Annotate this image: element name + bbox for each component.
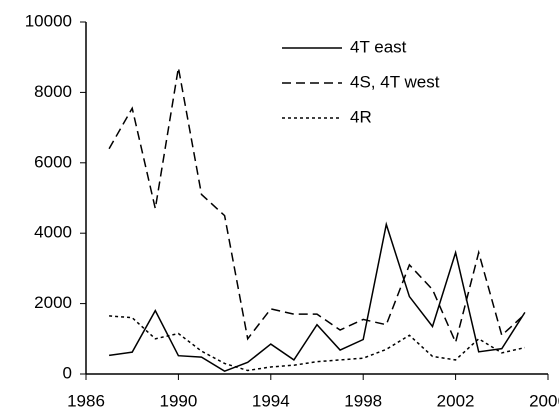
x-tick-label: 2006 xyxy=(529,391,559,410)
x-tick-label: 1998 xyxy=(344,391,382,410)
legend-label: 4R xyxy=(350,107,372,126)
y-tick-label: 4000 xyxy=(34,223,72,242)
y-tick-label: 10000 xyxy=(25,11,72,30)
x-tick-label: 1994 xyxy=(252,391,290,410)
y-tick-label: 2000 xyxy=(34,293,72,312)
legend-label: 4T east xyxy=(350,37,407,56)
x-tick-label: 1990 xyxy=(159,391,197,410)
series-line xyxy=(108,221,526,373)
legend-label: 4S, 4T west xyxy=(350,72,440,91)
y-tick-label: 0 xyxy=(63,363,72,382)
series-line xyxy=(109,315,526,372)
y-tick-label: 6000 xyxy=(34,152,72,171)
series-line xyxy=(108,67,526,345)
x-tick-label: 1986 xyxy=(67,391,105,410)
x-tick-label: 2002 xyxy=(437,391,475,410)
y-tick-label: 8000 xyxy=(34,82,72,101)
